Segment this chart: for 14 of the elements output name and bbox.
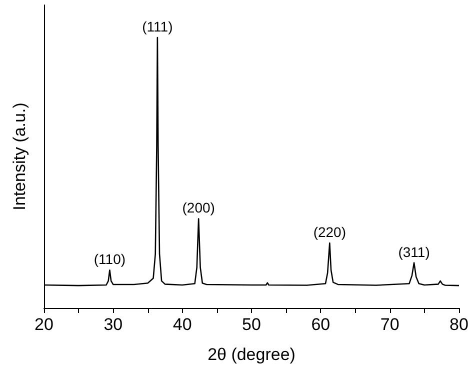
annotation: (111) xyxy=(142,18,173,34)
annotation: (200) xyxy=(182,200,215,216)
x-tick-label: 50 xyxy=(242,315,261,334)
x-axis-title: 2θ (degree) xyxy=(208,345,296,364)
annotation: (220) xyxy=(313,224,346,240)
x-tick-label: 40 xyxy=(172,315,192,334)
x-tick-label: 30 xyxy=(104,315,123,334)
x-tick-label: 80 xyxy=(450,315,468,334)
x-tick-label: 60 xyxy=(311,315,330,334)
annotation: (311) xyxy=(398,244,430,260)
y-axis-title: Intensity (a.u.) xyxy=(10,102,29,210)
x-tick-label: 70 xyxy=(380,315,400,334)
x-tick-label: 20 xyxy=(34,315,54,334)
annotation: (110) xyxy=(94,251,126,268)
